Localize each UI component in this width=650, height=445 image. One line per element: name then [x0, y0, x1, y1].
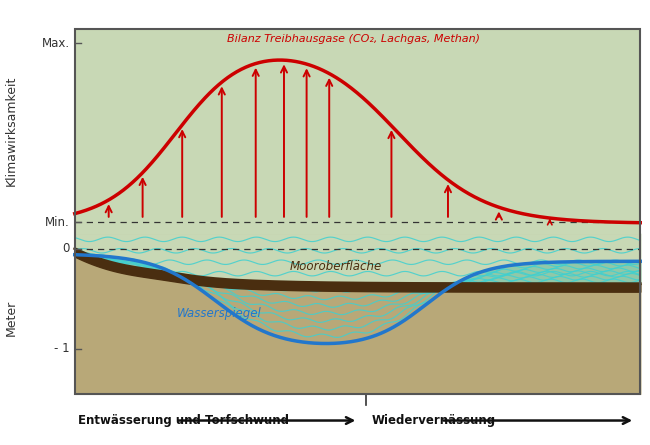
Text: 0: 0	[62, 242, 70, 255]
Text: Max.: Max.	[42, 37, 70, 50]
Bar	[75, 29, 640, 394]
Text: Wasserspiegel: Wasserspiegel	[177, 307, 261, 320]
Text: Min.: Min.	[45, 216, 70, 229]
Text: Wiedervernässung: Wiedervernässung	[371, 414, 495, 427]
Text: Bilanz Treibhausgase (CO₂, Lachgas, Methan): Bilanz Treibhausgase (CO₂, Lachgas, Meth…	[227, 34, 480, 44]
Bar	[75, 234, 640, 394]
Text: Mooroberfläche: Mooroberfläche	[290, 260, 382, 273]
Text: Klimawirksamkeit: Klimawirksamkeit	[5, 76, 18, 186]
Text: Entwässerung und Torfschwund: Entwässerung und Torfschwund	[78, 414, 289, 427]
Text: Meter: Meter	[5, 300, 18, 336]
Bar	[75, 29, 640, 234]
Text: - 1: - 1	[54, 342, 70, 355]
